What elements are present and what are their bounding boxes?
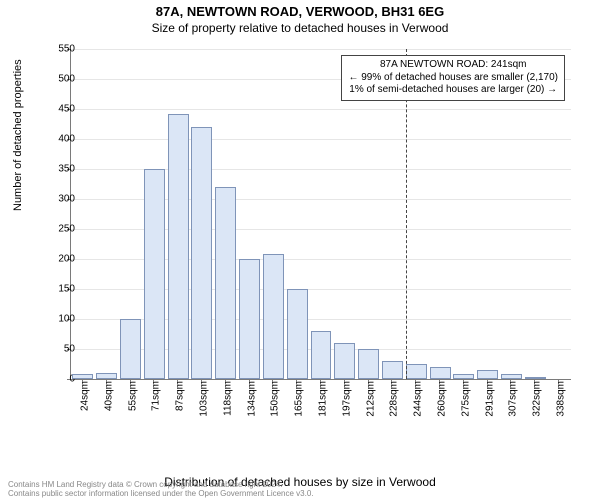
bar — [430, 367, 451, 379]
y-tick-label: 450 — [45, 104, 75, 115]
y-tick-label: 50 — [45, 344, 75, 355]
info-line-2: ← 99% of detached houses are smaller (2,… — [348, 72, 558, 85]
x-tick-label: 307sqm — [508, 381, 519, 417]
y-axis-label: Number of detached properties — [12, 59, 24, 211]
page-title: 87A, NEWTOWN ROAD, VERWOOD, BH31 6EG — [0, 4, 600, 19]
info-box: 87A NEWTOWN ROAD: 241sqm ← 99% of detach… — [341, 55, 565, 101]
x-tick-label: 244sqm — [413, 381, 424, 417]
y-tick-label: 200 — [45, 254, 75, 265]
bar — [263, 254, 284, 379]
y-tick-label: 550 — [45, 44, 75, 55]
bar — [215, 187, 236, 379]
x-tick-label: 55sqm — [127, 381, 138, 411]
info-line-3: 1% of semi-detached houses are larger (2… — [348, 84, 558, 97]
x-tick-label: 212sqm — [365, 381, 376, 417]
y-tick-label: 300 — [45, 194, 75, 205]
gridline — [71, 49, 571, 50]
info-line-1: 87A NEWTOWN ROAD: 241sqm — [348, 59, 558, 72]
x-tick-label: 228sqm — [389, 381, 400, 417]
x-tick-label: 40sqm — [103, 381, 114, 411]
chart-area: Number of detached properties 87A NEWTOW… — [40, 41, 580, 421]
bar — [168, 114, 189, 379]
x-tick-label: 103sqm — [198, 381, 209, 417]
x-tick-label: 165sqm — [294, 381, 305, 417]
y-tick-label: 400 — [45, 134, 75, 145]
x-tick-label: 181sqm — [318, 381, 329, 417]
bar — [311, 331, 332, 379]
y-tick-label: 350 — [45, 164, 75, 175]
bar — [525, 377, 546, 379]
x-tick-label: 291sqm — [484, 381, 495, 417]
bar — [406, 364, 427, 379]
x-tick-label: 322sqm — [532, 381, 543, 417]
bar — [144, 169, 165, 379]
x-tick-label: 260sqm — [437, 381, 448, 417]
bar — [191, 127, 212, 379]
bar — [72, 374, 93, 379]
bar — [96, 373, 117, 379]
bar — [453, 374, 474, 379]
bar — [120, 319, 141, 379]
x-tick-label: 134sqm — [246, 381, 257, 417]
x-tick-label: 24sqm — [79, 381, 90, 411]
footer-line-1: Contains HM Land Registry data © Crown c… — [8, 480, 592, 489]
x-tick-label: 338sqm — [556, 381, 567, 417]
gridline — [71, 109, 571, 110]
page-subtitle: Size of property relative to detached ho… — [0, 21, 600, 35]
x-tick-label: 87sqm — [175, 381, 186, 411]
bar — [334, 343, 355, 379]
bar — [501, 374, 522, 379]
bar — [477, 370, 498, 379]
y-tick-label: 0 — [45, 374, 75, 385]
bar — [358, 349, 379, 379]
gridline — [71, 139, 571, 140]
plot-region: 87A NEWTOWN ROAD: 241sqm ← 99% of detach… — [70, 49, 571, 380]
x-tick-label: 197sqm — [341, 381, 352, 417]
y-tick-label: 100 — [45, 314, 75, 325]
bar — [287, 289, 308, 379]
x-tick-label: 118sqm — [222, 381, 233, 416]
x-tick-label: 71sqm — [151, 381, 162, 411]
y-tick-label: 150 — [45, 284, 75, 295]
footer: Contains HM Land Registry data © Crown c… — [8, 480, 592, 498]
x-tick-label: 150sqm — [270, 381, 281, 417]
x-tick-label: 275sqm — [460, 381, 471, 417]
bar — [239, 259, 260, 379]
footer-line-2: Contains public sector information licen… — [8, 489, 592, 498]
y-tick-label: 500 — [45, 74, 75, 85]
y-tick-label: 250 — [45, 224, 75, 235]
bar — [382, 361, 403, 379]
